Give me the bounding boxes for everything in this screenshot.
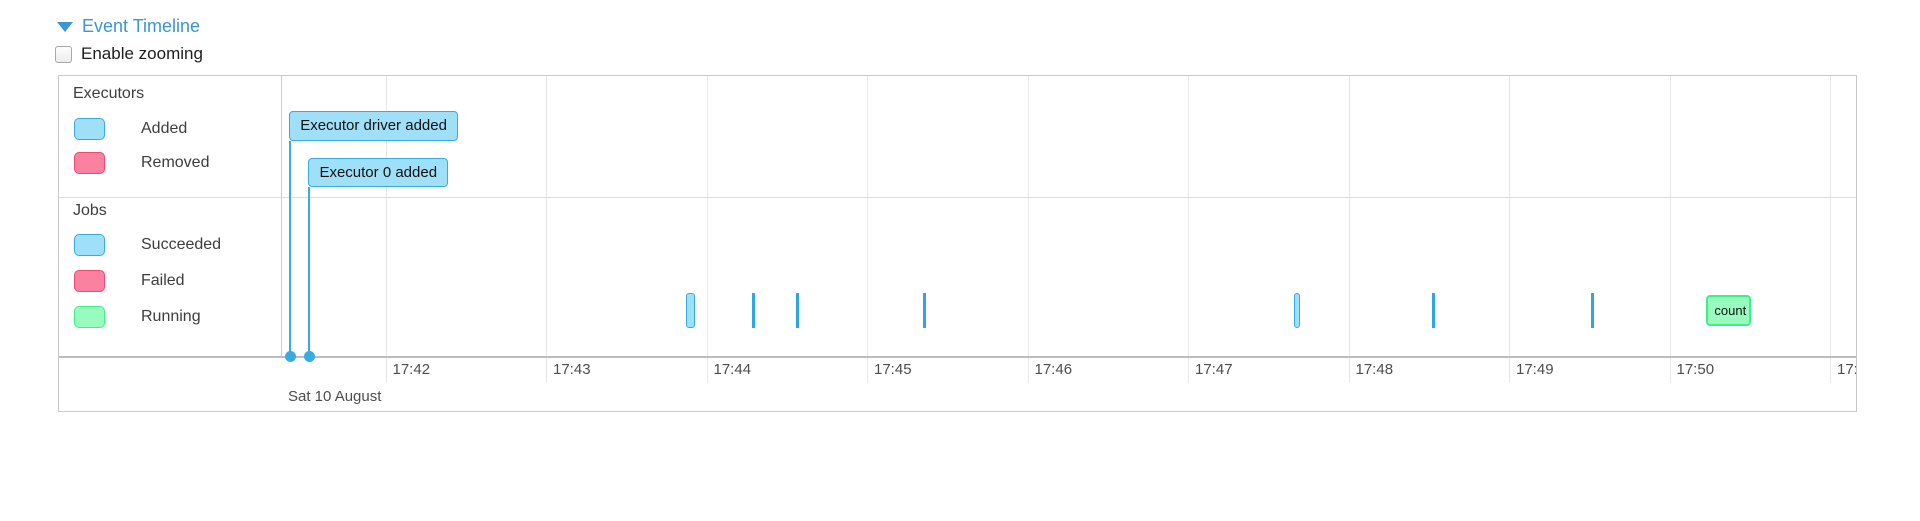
axis-tick-label: 17:49 [1516, 361, 1554, 378]
legend-item-succeeded: Succeeded [74, 234, 221, 256]
lane-separator [59, 197, 1856, 198]
legend-label: Removed [141, 154, 210, 171]
executor-event-line [289, 141, 292, 356]
axis-gridline [1027, 76, 1029, 383]
job-succeeded-bar[interactable] [751, 293, 755, 328]
axis-gridline [706, 76, 708, 383]
legend-label: Added [141, 120, 188, 137]
axis-tick-label: 17:50 [1676, 361, 1715, 378]
legend-item-removed: Removed [74, 152, 209, 174]
legend-swatch-failed [74, 270, 105, 292]
job-succeeded-bar[interactable] [923, 293, 927, 328]
axis-tick-label: 17:43 [553, 361, 591, 378]
axis-tick-label: 17:51 [1837, 361, 1856, 378]
legend-label: Succeeded [141, 236, 222, 253]
executor-event-box[interactable]: Executor driver added [289, 111, 458, 141]
axis-gridline [1509, 76, 1510, 383]
executor-event-line [308, 187, 311, 356]
legend-label: Running [141, 308, 201, 325]
legend-swatch-removed [74, 152, 105, 174]
enable-zooming-checkbox[interactable] [55, 45, 72, 63]
event-timeline-title[interactable]: Event Timeline [82, 16, 201, 36]
legend-item-running: Running [74, 306, 201, 328]
collapse-arrow-icon[interactable] [57, 21, 73, 32]
label-panel-separator [281, 76, 282, 356]
axis-tick-label: 17:46 [1034, 361, 1073, 378]
axis-gridline [1830, 76, 1831, 383]
job-running-box[interactable]: count [1706, 295, 1752, 326]
axis-tick-label: 17:44 [713, 361, 752, 378]
axis-gridline [1188, 76, 1189, 383]
legend-item-failed: Failed [74, 270, 185, 292]
event-timeline-header[interactable]: Event Timeline [57, 16, 200, 37]
axis-tick-label: 17:48 [1355, 361, 1394, 378]
executor-event-dot [284, 350, 296, 362]
axis-tick-label: 17:47 [1195, 361, 1233, 378]
legend-swatch-running [74, 306, 105, 328]
job-succeeded-bar[interactable] [796, 293, 800, 328]
axis-gridline [1669, 76, 1671, 383]
job-succeeded-bar[interactable] [1293, 293, 1300, 328]
axis-gridline [867, 76, 868, 383]
executor-event-dot [303, 350, 315, 362]
axis-tick-label: 17:42 [392, 361, 431, 378]
timeline-chart: Executors Added Removed Jobs Succeeded Failed… [58, 75, 1857, 412]
legend-item-added: Added [74, 118, 187, 140]
legend-label: Failed [141, 272, 185, 289]
axis-date-label: Sat 10 August [288, 388, 382, 405]
time-axis-line [59, 356, 1856, 358]
group-label-jobs: Jobs [73, 202, 107, 219]
enable-zooming-control: Enable zooming [55, 44, 203, 64]
group-label-executors: Executors [73, 85, 145, 102]
executor-event-box[interactable]: Executor 0 added [308, 158, 449, 187]
axis-gridline [546, 76, 547, 383]
axis-tick-label: 17:45 [874, 361, 912, 378]
legend-swatch-added [74, 118, 105, 140]
enable-zooming-label: Enable zooming [81, 44, 203, 63]
job-succeeded-bar[interactable] [685, 293, 695, 328]
job-succeeded-bar[interactable] [1590, 293, 1594, 328]
axis-gridline [1348, 76, 1350, 383]
job-succeeded-bar[interactable] [1432, 293, 1436, 328]
axis-gridline [385, 76, 387, 383]
legend-swatch-succeeded [74, 234, 105, 256]
